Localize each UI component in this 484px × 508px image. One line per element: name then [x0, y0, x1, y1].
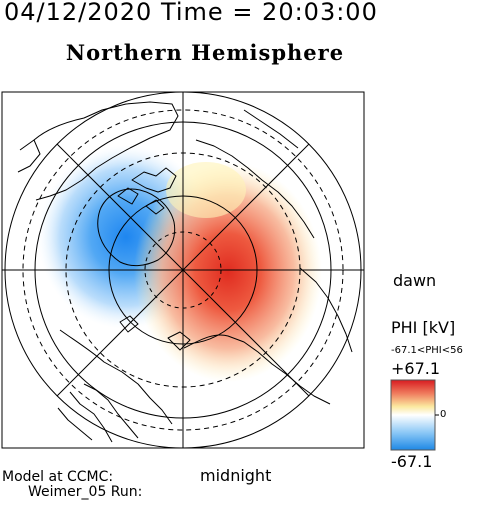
midnight-label: midnight: [200, 466, 272, 485]
colorbar-range: -67.1<PHI<56: [391, 345, 463, 356]
colorbar-max-label: +67.1: [391, 359, 441, 378]
model-credit: Model at CCMC:: [2, 469, 114, 485]
colorbar-min-label: -67.1: [391, 452, 433, 471]
run-credit: Weimer_05 Run:: [28, 484, 143, 500]
colorbar-zero-label: 0: [440, 409, 447, 420]
meridian-diagonal-2: [56, 143, 310, 397]
hemisphere-title: Northern Hemisphere: [65, 40, 345, 65]
colorbar-gradient: [391, 380, 435, 450]
dawn-label: dawn: [393, 271, 437, 290]
positive-potential-cell: [134, 162, 322, 382]
dawn-yellow-edge: [166, 162, 246, 218]
coastlines: [17, 101, 353, 443]
colorbar-title: PHI [kV]: [391, 318, 456, 337]
timestamp-label: 04/12/2020 Time = 20:03:00: [4, 0, 378, 26]
